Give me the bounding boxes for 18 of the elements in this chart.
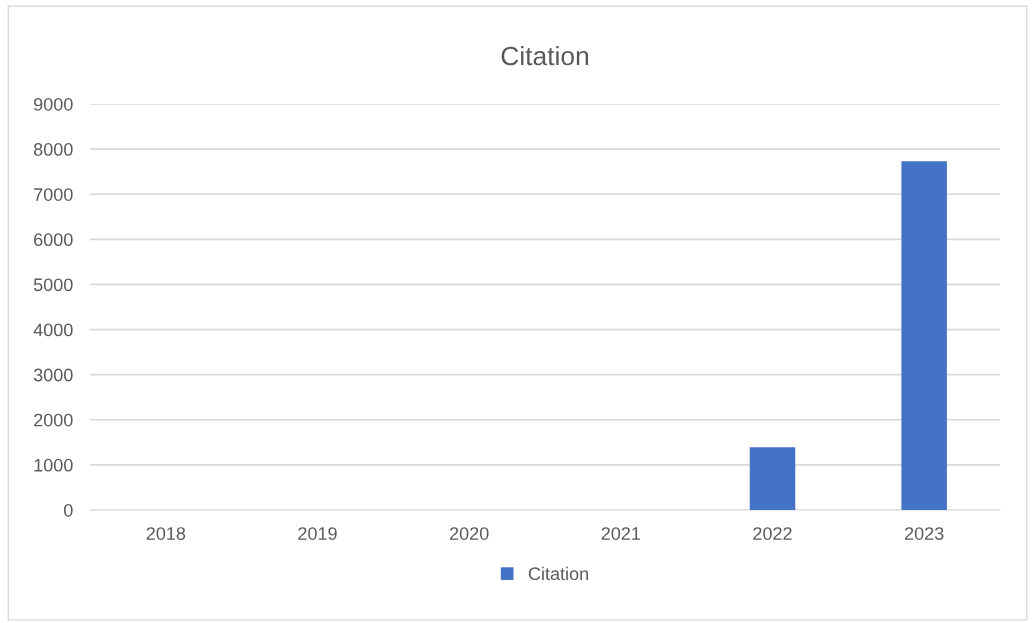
x-tick-label: 2020: [449, 527, 489, 540]
x-tick-label: 2021: [601, 527, 641, 540]
y-tick-label: 9000: [34, 97, 73, 111]
y-tick-label: 5000: [33, 278, 73, 292]
x-tick-label: 2019: [298, 527, 337, 540]
y-tick-label: 7000: [34, 188, 73, 201]
chart-title: Citation: [501, 45, 589, 66]
y-tick-label: 0: [64, 503, 73, 517]
y-tick-label: 8000: [33, 143, 73, 156]
x-tick-label: 2022: [753, 527, 792, 540]
y-tick-label: 2000: [34, 413, 73, 427]
y-tick-label: 1000: [34, 458, 73, 472]
y-tick-label: 6000: [34, 233, 73, 247]
x-tick-label: 2023: [904, 527, 944, 540]
y-tick-label: 3000: [33, 368, 73, 382]
y-tick-label: 4000: [33, 323, 73, 337]
x-tick-label: 2018: [146, 527, 186, 540]
legend-label: Citation: [528, 566, 588, 581]
